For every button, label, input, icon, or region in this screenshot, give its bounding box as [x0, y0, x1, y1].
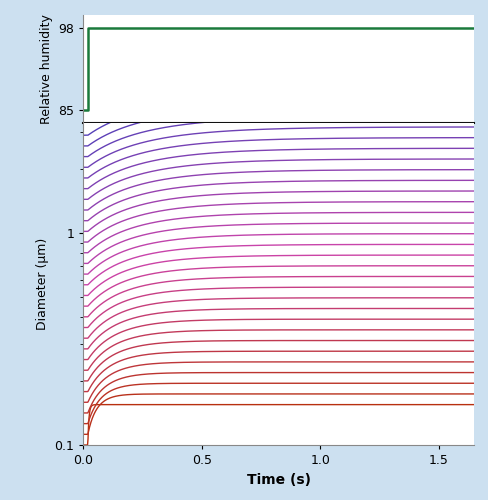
X-axis label: Time (s): Time (s): [246, 472, 310, 486]
Y-axis label: Relative humidity: Relative humidity: [40, 14, 52, 124]
Y-axis label: Diameter (μm): Diameter (μm): [36, 238, 49, 330]
